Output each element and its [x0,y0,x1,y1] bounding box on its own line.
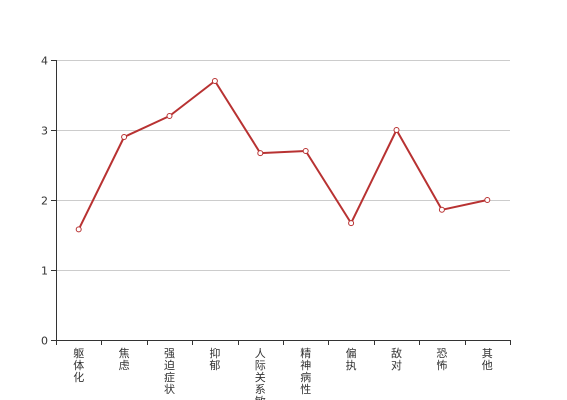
x-tick-label: 偏执 [346,346,357,372]
y-tick-label: 2 [41,195,48,208]
data-point[interactable] [166,113,173,119]
x-tick-label: 抑郁 [209,346,220,372]
x-tick-label: 精神病性 [300,347,311,396]
x-tick-label: 焦虑 [119,347,130,372]
y-tick-label: 0 [41,335,48,348]
data-point[interactable] [393,127,400,133]
y-tick-label: 3 [41,125,48,138]
data-point[interactable] [257,150,264,157]
x-tick-label: 敌对 [391,346,402,372]
data-point[interactable] [438,206,445,213]
x-tick-label: 其他 [482,347,493,372]
x-axis: 躯体化 焦虑 强迫症状 抑郁 人际关系敏感 精神病性 偏执 敌对 恐怖 其他 [56,340,511,400]
x-tick-label: 恐怖 [436,347,447,372]
data-point[interactable] [211,78,218,84]
data-point[interactable] [75,226,82,233]
x-tick-label: 强迫症状 [164,347,175,396]
series-layer [75,78,491,233]
data-point[interactable] [121,134,128,140]
x-tick-label: 人际关系敏感 [255,347,266,400]
gridlines [56,60,510,271]
y-axis: 0 1 2 3 4 [41,55,57,348]
x-tick-label: 躯体化 [73,347,84,384]
y-tick-label: 4 [41,55,48,68]
data-point[interactable] [484,197,491,203]
data-point[interactable] [302,148,309,154]
data-point[interactable] [348,220,355,227]
y-tick-label: 1 [41,265,48,278]
series-line [77,80,488,230]
